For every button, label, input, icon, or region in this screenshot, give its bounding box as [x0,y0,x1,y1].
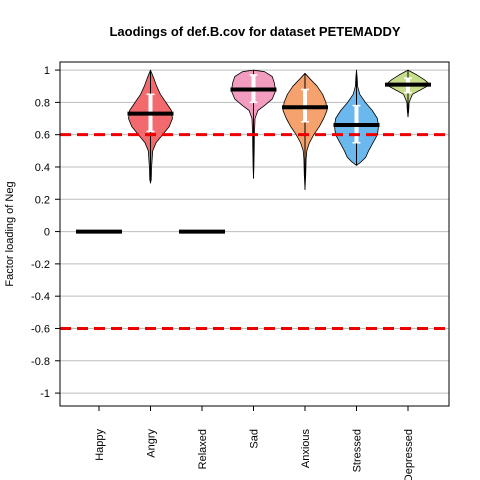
violin-anxious [282,72,328,190]
y-tick-label: -1 [40,388,50,400]
y-tick-label: 0.2 [35,194,50,206]
y-tick-label: -0.4 [31,291,50,303]
y-tick-label: -0.2 [31,259,50,271]
y-tick-label: -0.8 [31,356,50,368]
y-tick-label: -0.6 [31,323,50,335]
x-tick-label: Angry [146,429,158,458]
x-tick-label: Sad [249,429,261,449]
x-tick-label: Happy [94,429,106,461]
y-tick-label: 0 [44,227,50,239]
x-tick-label: Anxious [300,429,312,469]
violin-depressed [385,69,431,118]
y-axis-label: Factor loading of Neg [4,181,16,286]
axis-layer: -1 -0.8 -0.6 -0.4 -0.2 0 0.2 0.4 0.6 0.8 1 Happy Ang… [31,65,415,480]
x-tick-label: Depressed [403,429,415,480]
y-tick-label: 0.4 [35,162,50,174]
violins-layer [76,69,431,234]
x-tick-label: Stressed [352,429,364,472]
violin-sad [230,69,277,179]
plot-frame [59,61,450,407]
x-tick-label: Relaxed [197,429,209,469]
violin-angry [127,69,174,184]
violin-stressed [333,69,380,166]
y-tick-label: 1 [44,65,50,77]
threshold-layer [60,133,449,330]
y-tick-label: 0.6 [35,130,50,142]
chart-title: Laodings of def.B.cov for dataset PETEMA… [109,24,400,39]
y-tick-label: 0.8 [35,97,50,109]
